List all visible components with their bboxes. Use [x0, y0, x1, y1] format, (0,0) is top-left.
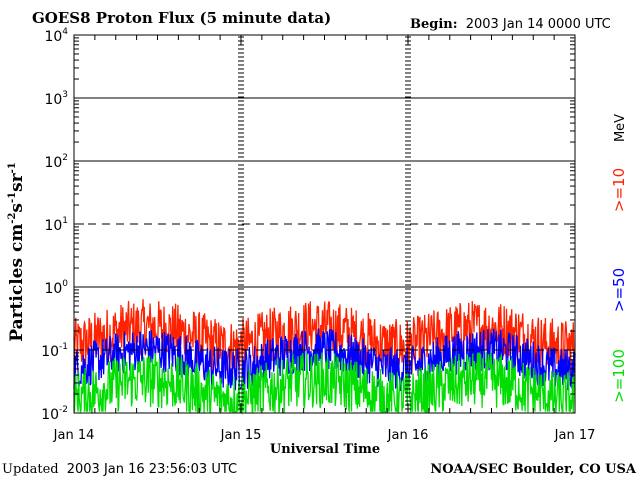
chart-title: GOES8 Proton Flux (5 minute data)	[32, 9, 331, 27]
legend-unit: MeV	[613, 114, 628, 142]
x-tick-label-0: Jan 14	[53, 428, 95, 443]
y-axis-label: Particles cm-2s-1sr-1	[7, 162, 27, 342]
grid-group	[74, 36, 575, 410]
x-tick-label-3: Jan 17	[554, 428, 596, 443]
y-axis-label-exp-3: -1	[7, 162, 18, 173]
updated-value: 2003 Jan 16 23:56:03 UTC	[67, 462, 237, 477]
legend-entry-2: >=100	[610, 349, 628, 403]
y-axis-label-exp-2: -1	[7, 192, 18, 203]
credit-text: NOAA/SEC Boulder, CO USA	[430, 462, 637, 477]
begin-value: 2003 Jan 14 0000 UTC	[466, 17, 611, 32]
svg-text:Particles cm-2s-1sr-1: Particles cm-2s-1sr-1	[7, 162, 27, 342]
day-separator-2	[405, 36, 411, 410]
x-axis-label: Universal Time	[270, 442, 380, 457]
series-line-2	[73, 351, 576, 416]
y-tick-label-1: 103	[44, 90, 68, 108]
y-tick-label-4: 100	[44, 279, 68, 297]
x-tick-label-1: Jan 15	[220, 428, 262, 443]
y-axis-label-exp-1: -2	[7, 213, 18, 224]
y-tick-label-0: 104	[44, 27, 68, 45]
legend-entry-1: >=50	[610, 268, 628, 312]
updated-info: Updated 2003 Jan 16 23:56:03 UTC	[2, 462, 237, 477]
series-line-1	[73, 328, 576, 391]
day-separator-1	[238, 36, 244, 410]
y-tick-label-3: 101	[44, 216, 68, 234]
series-group	[73, 299, 576, 416]
updated-label: Updated	[2, 462, 59, 477]
legend: >=10 >=50 >=100 MeV	[610, 114, 628, 403]
y-axis-label-main: Particles cm	[7, 224, 27, 342]
legend-entry-0: >=10	[610, 168, 628, 212]
x-tick-label-2: Jan 16	[387, 428, 429, 443]
y-tick-label-2: 102	[44, 153, 68, 171]
y-tick-label-6: 10-2	[41, 405, 68, 423]
begin-label: Begin:	[410, 17, 458, 32]
axis-group: 104 103 102 101 100 10-1 10-2 Jan 14 Jan 15 Jan 1…	[41, 27, 595, 443]
y-axis-label-mid-1: s	[7, 203, 27, 213]
begin-info: Begin: 2003 Jan 14 0000 UTC	[410, 17, 611, 32]
y-axis-label-mid-2: sr	[7, 172, 27, 192]
y-tick-label-5: 10-1	[41, 342, 68, 360]
